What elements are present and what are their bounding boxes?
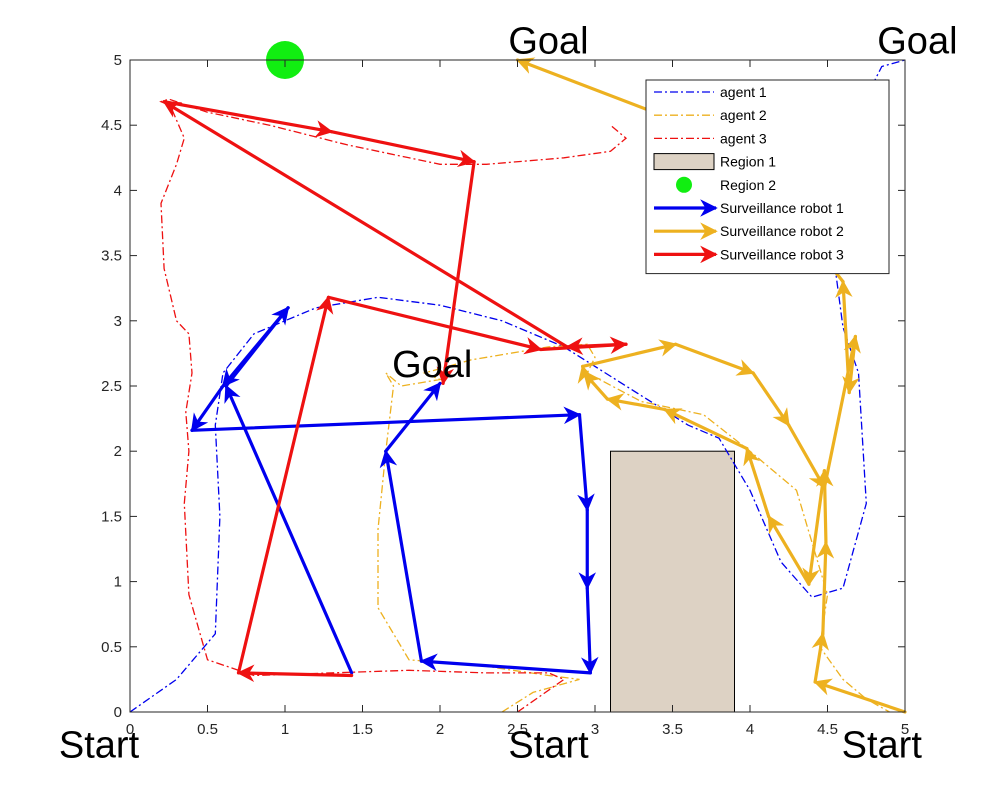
goal-label: Goal: [877, 20, 957, 62]
y-tick-label: 1: [114, 574, 122, 591]
x-tick-label: 4.5: [817, 721, 838, 738]
start-label: Start: [59, 725, 140, 767]
start-label: Start: [842, 725, 923, 767]
y-tick-label: 3.5: [101, 248, 122, 265]
legend-surveillance-robot-3-label: Surveillance robot 3: [720, 246, 844, 262]
y-tick-label: 0: [114, 704, 122, 721]
legend-region-2-swatch: [676, 177, 692, 193]
legend-region-1-label: Region 1: [720, 154, 776, 170]
x-tick-label: 3: [591, 721, 599, 738]
legend-agent-1-label: agent 1: [720, 84, 767, 100]
y-tick-label: 2.5: [101, 378, 122, 395]
legend-region-2-label: Region 2: [720, 177, 776, 193]
x-tick-label: 1: [281, 721, 289, 738]
legend-surveillance-robot-1-label: Surveillance robot 1: [720, 200, 844, 216]
y-tick-label: 1.5: [101, 508, 122, 525]
x-tick-label: 4: [746, 721, 754, 738]
goal-label: Goal: [508, 20, 588, 62]
region-1-rect: [611, 451, 735, 712]
y-tick-label: 0.5: [101, 639, 122, 656]
x-tick-label: 2: [436, 721, 444, 738]
start-label: Start: [508, 725, 589, 767]
x-tick-label: 0.5: [197, 721, 218, 738]
y-tick-label: 2: [114, 443, 122, 460]
y-tick-label: 4.5: [101, 117, 122, 134]
legend-agent-3-label: agent 3: [720, 130, 767, 146]
y-tick-label: 3: [114, 313, 122, 330]
x-tick-label: 3.5: [662, 721, 683, 738]
y-tick-label: 4: [114, 182, 122, 199]
x-tick-label: 1.5: [352, 721, 373, 738]
legend-surveillance-robot-2-label: Surveillance robot 2: [720, 223, 844, 239]
y-tick-label: 5: [114, 52, 122, 69]
legend-region-1-swatch: [654, 154, 714, 170]
goal-label: Goal: [392, 344, 472, 386]
legend: agent 1 agent 2 agent 3 Region 1 Region 2 Sur…: [646, 80, 889, 274]
legend-agent-2-label: agent 2: [720, 107, 767, 123]
